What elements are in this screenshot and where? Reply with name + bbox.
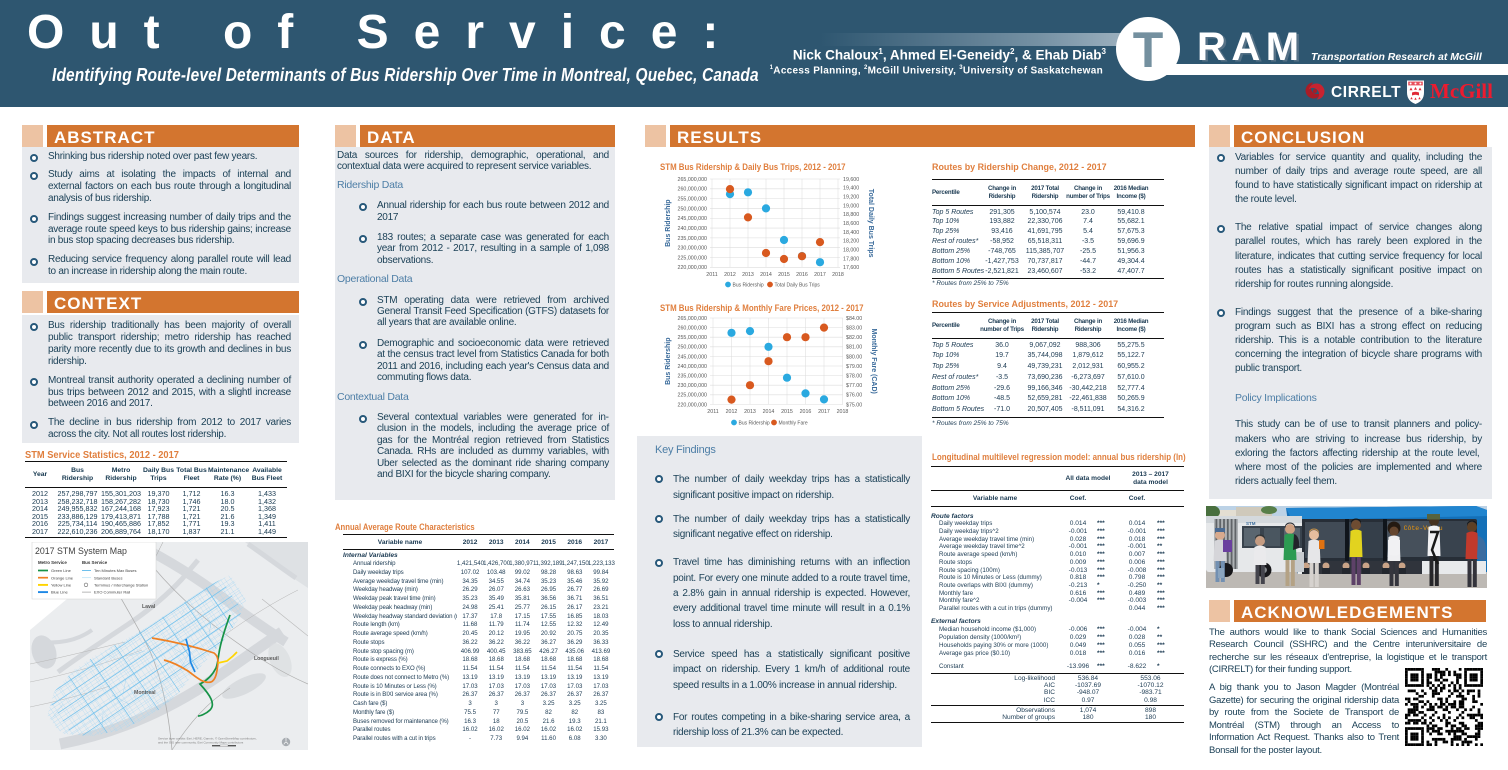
svg-text:Bus Ridership: Bus Ridership: [665, 337, 672, 384]
svg-text:121 Côte-Vertu: 121 Côte-Vertu: [1388, 525, 1443, 532]
svg-text:Orange Line: Orange Line: [51, 575, 74, 580]
svg-text:19,600: 19,600: [843, 177, 859, 183]
svg-text:$79.00: $79.00: [846, 364, 862, 370]
svg-text:2011: 2011: [706, 272, 717, 278]
svg-text:250,000,000: 250,000,000: [678, 345, 708, 351]
svg-text:$80.00: $80.00: [846, 354, 862, 360]
svg-text:2014: 2014: [760, 272, 772, 278]
svg-text:CIRRELT: CIRRELT: [1331, 84, 1401, 101]
svg-text:2012: 2012: [726, 409, 738, 415]
svg-text:2018: 2018: [837, 409, 849, 415]
svg-text:2013: 2013: [744, 409, 756, 415]
svg-text:18,000: 18,000: [843, 248, 859, 254]
svg-text:Bus Ridership: Bus Ridership: [733, 283, 764, 289]
svg-text:2017: 2017: [818, 409, 830, 415]
svg-text:255,000,000: 255,000,000: [678, 335, 708, 341]
svg-text:2017 STM System Map: 2017 STM System Map: [35, 546, 127, 556]
svg-text:Blue Line: Blue Line: [51, 590, 68, 595]
svg-text:$83.00: $83.00: [846, 326, 862, 332]
svg-text:265,000,000: 265,000,000: [678, 316, 708, 322]
svg-text:2015: 2015: [778, 272, 790, 278]
svg-text:Longueuil: Longueuil: [254, 656, 279, 662]
svg-text:Laval: Laval: [142, 604, 156, 610]
svg-text:STM: STM: [1246, 521, 1256, 526]
svg-text:Green Line: Green Line: [51, 568, 72, 573]
svg-text:225,000,000: 225,000,000: [678, 393, 708, 399]
svg-text:EXO Commuter Rail: EXO Commuter Rail: [94, 590, 130, 595]
svg-text:220,000,000: 220,000,000: [678, 265, 708, 271]
svg-text:Service layer credits: Esri, H: Service layer credits: Esri, HERE, Garmi…: [158, 737, 257, 741]
svg-text:235,000,000: 235,000,000: [678, 374, 708, 380]
svg-text:235,000,000: 235,000,000: [678, 236, 708, 242]
svg-text:$81.00: $81.00: [846, 345, 862, 351]
svg-text:260,000,000: 260,000,000: [678, 326, 708, 332]
svg-text:18,400: 18,400: [843, 230, 859, 236]
svg-text:Total Daily Bus Trips: Total Daily Bus Trips: [775, 283, 821, 289]
svg-text:Total Daily Bus Trips: Total Daily Bus Trips: [867, 189, 874, 258]
svg-text:18,800: 18,800: [843, 212, 859, 218]
svg-text:Ten Minutes Max Buses: Ten Minutes Max Buses: [94, 568, 136, 573]
svg-text:Standard Buses: Standard Buses: [94, 575, 122, 580]
svg-text:260,000,000: 260,000,000: [678, 187, 708, 193]
svg-text:$82.00: $82.00: [846, 335, 862, 341]
svg-text:$76.00: $76.00: [846, 393, 862, 399]
svg-text:McGill: McGill: [1430, 79, 1493, 103]
svg-text:$75.00: $75.00: [846, 402, 862, 408]
svg-text:265,000,000: 265,000,000: [678, 177, 708, 183]
svg-text:Montreal: Montreal: [134, 690, 156, 696]
svg-text:2015: 2015: [781, 409, 793, 415]
svg-text:230,000,000: 230,000,000: [678, 383, 708, 389]
svg-text:2018: 2018: [832, 272, 844, 278]
svg-text:2013: 2013: [742, 272, 754, 278]
svg-text:2017: 2017: [814, 272, 826, 278]
svg-text:18,600: 18,600: [843, 221, 859, 227]
svg-text:19,200: 19,200: [843, 195, 859, 201]
svg-text:250,000,000: 250,000,000: [678, 206, 708, 212]
svg-text:and the GIS user community. Es: and the GIS user community. Esri Communi…: [158, 741, 244, 745]
svg-text:Terminus / Interchange Station: Terminus / Interchange Station: [94, 583, 148, 588]
svg-text:Monthly Fare: Monthly Fare: [779, 421, 808, 427]
svg-text:$77.00: $77.00: [846, 383, 862, 389]
svg-text:$78.00: $78.00: [846, 374, 862, 380]
svg-text:2016: 2016: [800, 409, 812, 415]
svg-text:240,000,000: 240,000,000: [678, 364, 708, 370]
svg-text:2012: 2012: [724, 272, 736, 278]
svg-text:19,400: 19,400: [843, 186, 859, 192]
svg-text:Monthly Fare (CAD): Monthly Fare (CAD): [870, 329, 877, 394]
svg-text:255,000,000: 255,000,000: [678, 197, 708, 203]
svg-text:19,000: 19,000: [843, 203, 859, 209]
svg-text:2016: 2016: [796, 272, 808, 278]
svg-text:Bus Ridership: Bus Ridership: [665, 199, 672, 246]
svg-text:17,600: 17,600: [843, 265, 859, 271]
svg-text:$84.00: $84.00: [846, 316, 862, 322]
svg-text:230,000,000: 230,000,000: [678, 246, 708, 252]
svg-text:225,000,000: 225,000,000: [678, 255, 708, 261]
svg-text:Bus Ridership: Bus Ridership: [739, 421, 770, 427]
svg-text:2014: 2014: [763, 409, 775, 415]
svg-text:18,200: 18,200: [843, 239, 859, 245]
svg-text:2011: 2011: [707, 409, 718, 415]
svg-text:Yellow Line: Yellow Line: [51, 583, 72, 588]
svg-text:17,800: 17,800: [843, 256, 859, 262]
svg-text:Bus Service: Bus Service: [82, 560, 108, 565]
svg-text:245,000,000: 245,000,000: [678, 216, 708, 222]
svg-text:245,000,000: 245,000,000: [678, 354, 708, 360]
svg-text:220,000,000: 220,000,000: [678, 402, 708, 408]
svg-text:Metro Service: Metro Service: [38, 560, 67, 565]
svg-text:240,000,000: 240,000,000: [678, 226, 708, 232]
